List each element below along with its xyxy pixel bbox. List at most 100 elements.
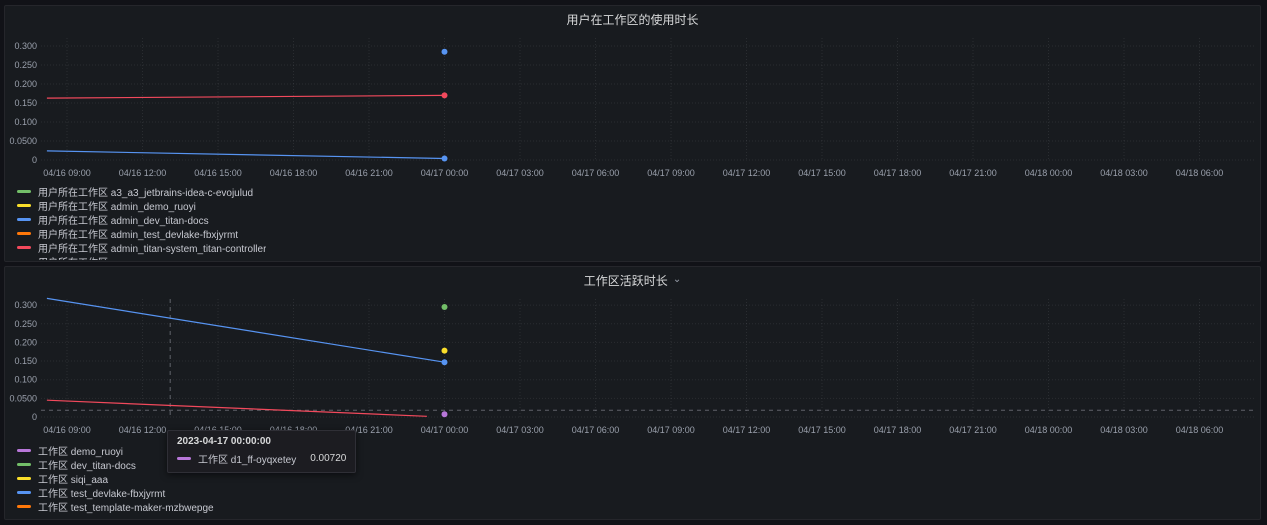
- legend-item[interactable]: 用户所在工作区 admin_dev_titan-docs: [17, 212, 266, 227]
- legend-item[interactable]: 工作区 dev_titan-docs: [17, 457, 214, 472]
- panel-title[interactable]: 工作区活跃时长 ⌄: [5, 267, 1260, 293]
- legend-color-dash: [17, 504, 31, 508]
- x-tick-label: 04/18 06:00: [1176, 168, 1224, 178]
- time-series-chart[interactable]: 0 0.0500 0.100 0.150 0.200 0.250 0.300 04/16 09…: [9, 293, 1258, 441]
- y-tick-label: 0.0500: [9, 136, 37, 146]
- x-tick-label: 04/17 06:00: [572, 168, 620, 178]
- series-point: [441, 304, 448, 310]
- legend-color-dash: [17, 448, 31, 452]
- tooltip-series-label: 工作区 d1_ff-oyqxetey: [198, 455, 297, 466]
- x-tick-label: 04/18 03:00: [1100, 168, 1148, 178]
- y-tick-label: 0.200: [14, 79, 37, 89]
- legend-item[interactable]: 工作区 test_template-maker-mzbwepge: [17, 499, 214, 514]
- legend-label: 用户所在工作区 admin_dev_titan-docs: [38, 215, 209, 227]
- legend-color-dash: [17, 490, 31, 494]
- legend-color-dash: [17, 476, 31, 480]
- tooltip-series-value: 0.00720: [310, 453, 347, 464]
- x-tick-label: 04/17 09:00: [647, 425, 695, 435]
- y-tick-label: 0.150: [14, 98, 37, 108]
- chart-legend: 工作区 demo_ruoyi 工作区 dev_titan-docs 工作区 siqi…: [17, 443, 214, 515]
- x-tick-label: 04/16 21:00: [345, 168, 393, 178]
- series-line: [46, 94, 445, 99]
- legend-item[interactable]: 工作区 demo_ruoyi: [17, 443, 214, 458]
- time-series-chart[interactable]: 0 0.0500 0.100 0.150 0.200 0.250 0.300 04/16 09…: [9, 32, 1258, 182]
- x-tick-label: 04/17 21:00: [949, 425, 997, 435]
- panel-workspace-active-duration: 工作区活跃时长 ⌄ 0 0.0500 0.100 0.150 0.200 0.250 0.3…: [4, 266, 1261, 520]
- legend-item[interactable]: 用户所在工作区 admin_titan-system_titan-control…: [17, 240, 267, 255]
- legend-color-dash: [17, 189, 31, 193]
- series-point: [441, 155, 448, 162]
- x-tick-label: 04/17 18:00: [874, 425, 922, 435]
- y-tick-label: 0.150: [14, 356, 37, 366]
- legend-color-dash: [17, 217, 31, 221]
- y-tick-label: 0.300: [14, 41, 37, 51]
- series-line: [46, 399, 427, 417]
- panel-user-workspace-usage: 用户在工作区的使用时长 0 0.0500 0.100 0.150 0.200 0.250 0…: [4, 5, 1261, 262]
- panel-title[interactable]: 用户在工作区的使用时长: [5, 6, 1260, 32]
- legend-color-dash: [17, 203, 31, 207]
- legend-label: 工作区 siqi_aaa: [38, 474, 109, 486]
- legend-color-dash: [17, 245, 31, 249]
- x-tick-label: 04/17 15:00: [798, 168, 846, 178]
- legend-item[interactable]: 工作区 test_devlake-fbxjyrmt: [17, 485, 214, 500]
- x-tick-label: 04/17 21:00: [949, 168, 997, 178]
- x-tick-label: 04/16 21:00: [345, 425, 393, 435]
- legend-item[interactable]: 工作区 siqi_aaa: [17, 471, 214, 486]
- legend-label: 工作区 demo_ruoyi: [38, 446, 124, 458]
- legend-label: 工作区 dev_titan-docs: [38, 460, 136, 472]
- x-tick-label: 04/18 00:00: [1025, 168, 1073, 178]
- x-tick-label: 04/17 12:00: [723, 425, 771, 435]
- series-point: [441, 347, 448, 354]
- x-tick-label: 04/16 15:00: [194, 168, 242, 178]
- legend-color-dash: [17, 259, 31, 260]
- series-line: [46, 297, 445, 363]
- legend-label: 用户所在工作区 admin_demo_ruoyi: [38, 201, 196, 213]
- x-tick-label: 04/17 18:00: [874, 168, 922, 178]
- chart-legend: 用户所在工作区 a3_a3_jetbrains-idea-c-evojulud 用…: [17, 184, 266, 260]
- legend-label: 用户所在工作区 admin_test_devlake-fbxjyrmt: [38, 229, 239, 241]
- panel-title-text: 工作区活跃时长: [583, 273, 668, 288]
- y-tick-label: 0.250: [14, 60, 37, 70]
- y-tick-label: 0: [32, 412, 37, 422]
- legend-label: 用户所在工作区 a3_a3_jetbrains-idea-c-evojulud: [38, 187, 254, 199]
- legend-label: 工作区 test_template-maker-mzbwepge: [38, 502, 214, 514]
- legend-color-dash: [17, 231, 31, 235]
- x-tick-label: 04/18 03:00: [1100, 425, 1148, 435]
- x-tick-label: 04/16 09:00: [43, 168, 91, 178]
- chevron-down-icon: ⌄: [672, 274, 682, 285]
- x-tick-label: 04/17 06:00: [572, 425, 620, 435]
- legend-label: 用户所在工作区 admin_titan-system_titan-control…: [38, 243, 267, 255]
- legend-color-dash: [17, 462, 31, 466]
- x-tick-label: 04/17 09:00: [647, 168, 695, 178]
- y-tick-label: 0: [32, 155, 37, 165]
- x-tick-label: 04/16 18:00: [270, 168, 318, 178]
- x-tick-label: 04/16 09:00: [43, 425, 91, 435]
- tooltip-series-color-dash: [177, 457, 191, 460]
- x-tick-label: 04/17 15:00: [798, 425, 846, 435]
- tooltip-timestamp: 2023-04-17 00:00:00: [177, 436, 271, 447]
- x-tick-label: 04/18 00:00: [1025, 425, 1073, 435]
- chart-tooltip: 2023-04-17 00:00:00 工作区 d1_ff-oyqxetey 0…: [167, 430, 357, 473]
- x-tick-label: 04/17 03:00: [496, 425, 544, 435]
- series-point: [441, 92, 448, 99]
- legend-item[interactable]: 用户所在工作区 admin_test_devlake-fbxjyrmt: [17, 226, 266, 241]
- series-point: [441, 359, 448, 366]
- x-tick-label: 04/17 00:00: [421, 425, 469, 435]
- y-tick-label: 0.0500: [9, 393, 37, 403]
- series-point: [441, 48, 448, 55]
- legend-item[interactable]: 用户所在工作区: [17, 254, 266, 260]
- x-tick-label: 04/17 00:00: [421, 168, 469, 178]
- y-tick-label: 0.250: [14, 319, 37, 329]
- legend-label: 用户所在工作区: [38, 254, 108, 261]
- y-tick-label: 0.200: [14, 337, 37, 347]
- y-tick-label: 0.100: [14, 117, 37, 127]
- x-tick-label: 04/17 03:00: [496, 168, 544, 178]
- tooltip-series-row: 工作区 d1_ff-oyqxetey 0.00720: [177, 451, 346, 466]
- panel-title-text: 用户在工作区的使用时长: [566, 12, 699, 27]
- x-tick-label: 04/17 12:00: [723, 168, 771, 178]
- x-tick-label: 04/18 06:00: [1176, 425, 1224, 435]
- series-point: [441, 411, 448, 418]
- legend-item[interactable]: 用户所在工作区 a3_a3_jetbrains-idea-c-evojulud: [17, 184, 266, 199]
- legend-item[interactable]: 用户所在工作区 admin_demo_ruoyi: [17, 198, 266, 213]
- x-tick-label: 04/16 12:00: [119, 425, 167, 435]
